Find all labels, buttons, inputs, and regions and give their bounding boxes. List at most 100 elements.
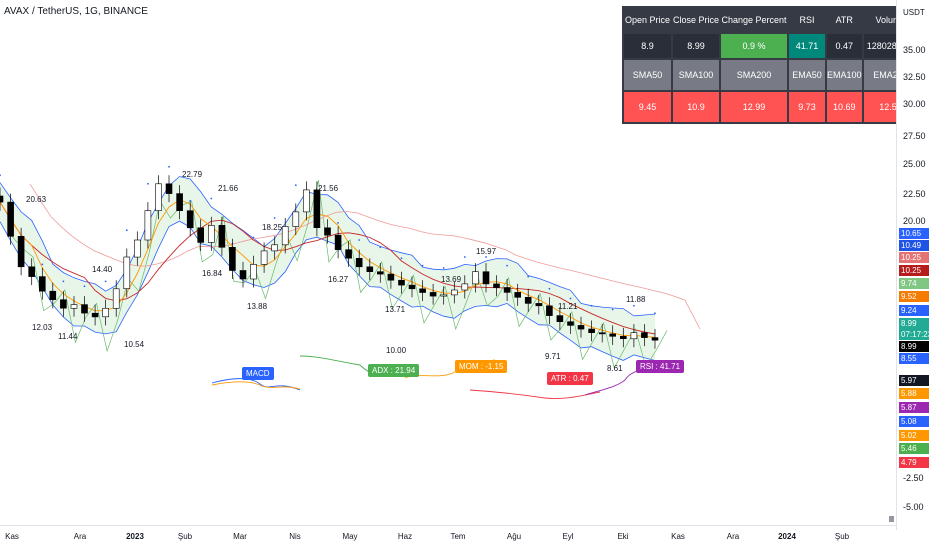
stats-table: Open Price Close Price Change Percent RSI AT… [622, 6, 920, 124]
price-tag: 8.99 [899, 318, 929, 329]
price-tag: 4.79 [899, 457, 929, 468]
sar-dot [590, 304, 593, 307]
time-tick: Eyl [562, 532, 574, 541]
time-tick: Nis [289, 532, 301, 541]
conversion-line [0, 199, 656, 338]
price-tick: -2.50 [903, 473, 924, 483]
pivot-label: 13.88 [247, 302, 268, 311]
candle [144, 210, 152, 241]
candle [609, 333, 617, 337]
pivot-label: 16.84 [202, 269, 223, 278]
candle [461, 283, 469, 291]
candle [387, 273, 395, 281]
time-tick: Mar [233, 532, 247, 541]
price-tag: 9.24 [899, 305, 929, 316]
ma-values-row: 9.45 10.9 12.99 9.73 10.69 12.58 [622, 90, 920, 124]
pivot-label: 13.71 [385, 305, 406, 314]
candle [176, 193, 183, 212]
table-cell: 8.99 [671, 32, 721, 60]
pivot-label: 22.79 [182, 170, 203, 179]
time-tick: Haz [397, 532, 413, 541]
time-tick: Ara [73, 532, 87, 541]
sar-dot [337, 222, 339, 224]
sar-dot [400, 257, 403, 260]
time-axis[interactable]: Kas Ara 2023 Şub Mar Nis May Haz Tem Ağu Eyl Eki Kas… [0, 525, 896, 551]
candle [641, 332, 648, 338]
time-tick: Kas [5, 532, 19, 541]
pivot-label: 9.71 [545, 352, 561, 361]
sar-dot [527, 275, 530, 278]
ma-header-row: SMA50 SMA100 SMA200 EMA50 EMA100 EMA200 [622, 58, 920, 92]
price-axis[interactable]: USDT 35.00 32.50 30.00 27.50 25.00 22.50 20.00… [896, 0, 932, 530]
price-tag: 8.99 [899, 341, 929, 352]
candle [366, 266, 374, 272]
table-cell: EMA100 [825, 58, 864, 92]
candle [60, 299, 67, 309]
price-tag: 10.49 [899, 240, 929, 251]
sar-dot [548, 287, 551, 290]
candle [450, 289, 458, 296]
pivot-label: 12.03 [32, 323, 53, 332]
indicator-label: MOM : -1.15 [455, 360, 508, 373]
candle [260, 250, 268, 265]
candle [38, 276, 46, 292]
atr-line [469, 389, 601, 399]
price-tag: 5.02 [899, 430, 929, 441]
candle [651, 337, 659, 341]
macd-signal-line [211, 381, 301, 390]
sar-dot [0, 174, 1, 177]
sar-dot [41, 263, 44, 266]
price-tick: 32.50 [903, 72, 926, 82]
candle [334, 234, 342, 251]
candle [165, 183, 173, 194]
sar-dot [294, 184, 297, 187]
table-cell: EMA200 [861, 58, 920, 92]
scroll-thumb[interactable] [889, 516, 894, 522]
sar-dot [442, 267, 445, 269]
candle [123, 256, 131, 290]
sar-dot [654, 312, 656, 315]
time-tick: Eki [617, 532, 629, 541]
sar-dot [62, 280, 65, 283]
price-chart[interactable] [0, 0, 896, 525]
table-cell: 9.73 [787, 90, 827, 124]
table-cell: SMA50 [622, 58, 673, 92]
sar-dot [506, 264, 508, 267]
table-cell: Close Price [671, 6, 721, 34]
price-tag: 5.97 [899, 375, 929, 386]
candle [134, 239, 141, 258]
price-tag: 9.74 [899, 278, 929, 289]
sar-dot [83, 285, 86, 288]
table-cell: 9.45 [622, 90, 673, 124]
time-tick: Ağu [506, 532, 522, 541]
candle [218, 225, 226, 248]
candle [630, 332, 638, 340]
price-tick: 35.00 [903, 45, 926, 55]
price-tag: 5.88 [899, 388, 929, 399]
price-tag: 07:17:23 [899, 329, 932, 340]
pivot-label: 11.44 [58, 332, 78, 341]
time-tick: Ara [726, 532, 740, 541]
candle [577, 325, 585, 330]
candle [229, 247, 236, 271]
pivot-label: 11.21 [558, 302, 578, 311]
candle [493, 283, 500, 288]
candle [91, 312, 99, 318]
candle [355, 257, 363, 268]
sar-dot [633, 304, 635, 307]
candle [345, 249, 352, 259]
candle [186, 210, 194, 229]
pivot-label: 20.63 [26, 195, 47, 204]
candle [429, 292, 437, 297]
candle [102, 307, 109, 318]
candle [70, 304, 78, 309]
candle [398, 279, 405, 286]
time-tick: May [342, 532, 358, 541]
price-tag: 9.52 [899, 291, 929, 302]
candle [155, 183, 162, 211]
price-tick: 30.00 [903, 99, 926, 109]
candle [7, 201, 14, 237]
price-tag: 5.87 [899, 402, 929, 413]
time-tick: 2023 [126, 532, 144, 541]
price-tick: 20.00 [903, 216, 926, 226]
